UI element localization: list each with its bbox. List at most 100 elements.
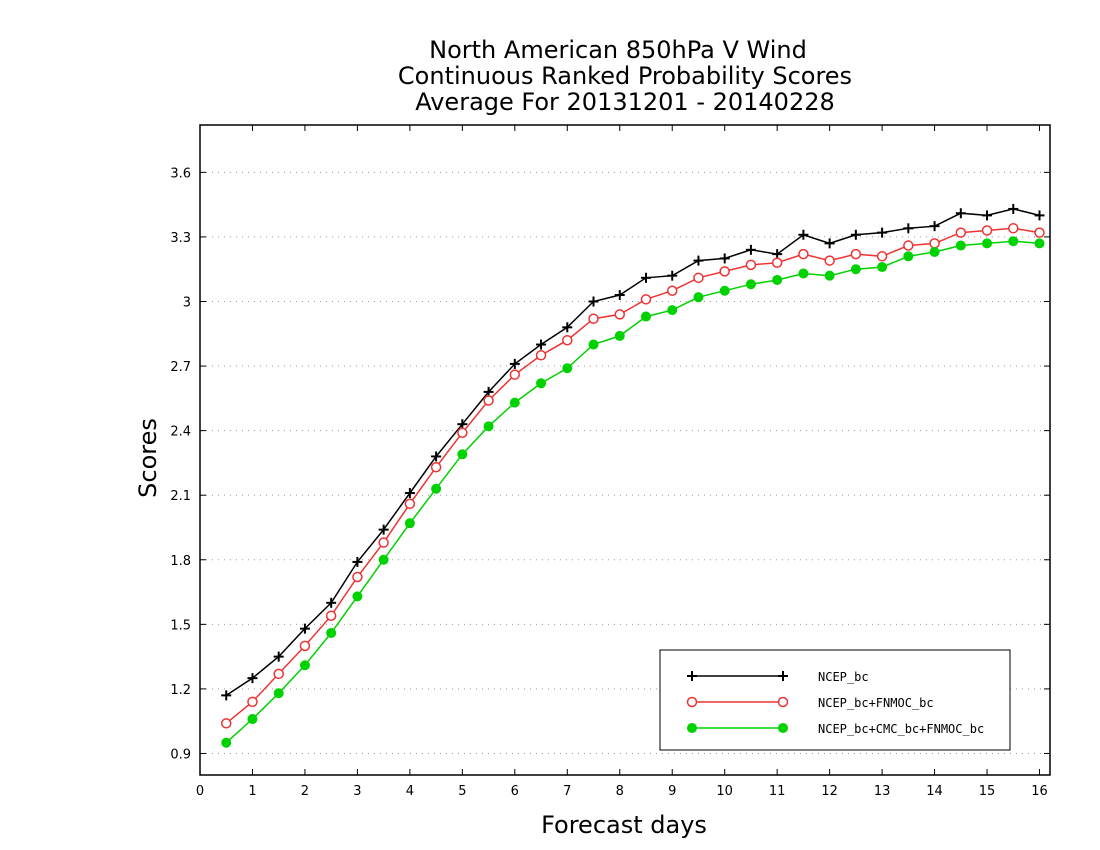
y-tick-label: 2.4: [170, 425, 191, 440]
y-axis: 0.9 1.2 1.5 1.8 2.1 2.4 2.7 3 3.3 3.6: [170, 166, 1050, 762]
x-tick-label: 6: [511, 784, 519, 799]
data-point: [457, 449, 468, 460]
x-tick-label: 14: [926, 784, 943, 799]
data-point: [562, 322, 573, 333]
series-ncep-bc-cmc-bc-fnmoc-bc: [221, 236, 1045, 748]
data-point: [536, 378, 547, 389]
data-point: [1034, 210, 1045, 221]
data-point: [955, 227, 967, 238]
series-ncep-bc-fnmoc-bc: [220, 223, 1045, 729]
data-point: [903, 240, 914, 251]
chart-title-line-1: North American 850hPa V Wind: [429, 36, 807, 64]
data-point: [693, 292, 704, 303]
x-axis: 0 1 2 3 4 5 6 7 8 9 10 11 12 13 14 15 16: [196, 125, 1048, 799]
data-point: [378, 554, 389, 565]
legend-marker: [687, 671, 697, 681]
data-point: [247, 673, 258, 684]
y-tick-label: 3.6: [170, 166, 191, 181]
data-point: [431, 483, 442, 494]
data-point: [378, 524, 389, 535]
data-point: [1034, 238, 1045, 249]
data-point: [535, 350, 547, 361]
data-point: [536, 339, 547, 350]
data-point: [588, 339, 599, 350]
x-tick-label: 10: [716, 784, 733, 799]
data-point: [929, 246, 940, 257]
data-point: [824, 270, 835, 281]
data-point: [483, 395, 494, 406]
legend: NCEP_bc NCEP_bc+FNMOC_bc NCEP_bc+CMC_bc+FN…: [659, 649, 1011, 751]
data-point: [824, 238, 835, 249]
y-tick-label: 1.5: [170, 618, 191, 633]
data-point: [614, 309, 626, 320]
y-tick-label: 3: [183, 295, 191, 310]
data-point: [457, 419, 468, 430]
data-point: [221, 690, 232, 701]
chart-title-line-3: Average For 20131201 - 20140228: [415, 88, 835, 116]
x-tick-label: 16: [1031, 784, 1048, 799]
series-line: [225, 227, 1040, 724]
data-point: [221, 737, 232, 748]
data-point: [509, 358, 520, 369]
x-tick-label: 15: [979, 784, 996, 799]
data-point: [1008, 236, 1019, 247]
data-point: [352, 591, 363, 602]
data-point: [981, 225, 993, 236]
x-tick-label: 0: [196, 784, 204, 799]
data-point: [850, 264, 861, 275]
data-point: [247, 714, 258, 725]
data-point: [876, 251, 888, 262]
data-point: [771, 257, 783, 268]
data-point: [719, 266, 730, 277]
data-point: [772, 249, 783, 260]
chart-title: North American 850hPa V Wind Continuous …: [398, 36, 852, 116]
x-tick-label: 12: [821, 784, 838, 799]
legend-entry: NCEP_bc+CMC_bc+FNMOC_bc: [687, 722, 984, 736]
data-point: [378, 537, 389, 548]
legend-label: NCEP_bc+CMC_bc+FNMOC_bc: [818, 722, 984, 736]
y-tick-label: 3.3: [170, 231, 191, 246]
y-axis-title: Scores: [134, 418, 162, 498]
data-point: [404, 488, 415, 499]
plot-area-frame: [199, 124, 1051, 776]
data-point: [772, 274, 783, 285]
data-point: [798, 248, 809, 260]
data-point: [457, 427, 468, 439]
x-tick-label: 5: [458, 784, 466, 799]
data-point: [1034, 227, 1045, 238]
data-point: [640, 272, 651, 283]
data-point: [955, 208, 966, 219]
data-point: [640, 294, 652, 305]
data-point: [955, 240, 966, 251]
data-point: [588, 313, 599, 324]
data-point: [483, 386, 494, 397]
data-point: [273, 668, 284, 680]
y-tick-label: 1.8: [170, 554, 191, 569]
data-point: [640, 311, 651, 322]
x-tick-label: 3: [353, 784, 361, 799]
data-point: [798, 268, 809, 279]
data-point: [562, 334, 573, 346]
data-point: [1008, 223, 1019, 234]
data-point: [982, 210, 993, 221]
data-point: [588, 296, 599, 307]
data-point: [1008, 203, 1019, 214]
x-tick-label: 7: [563, 784, 571, 799]
data-point: [247, 696, 258, 708]
data-point: [404, 498, 416, 510]
data-point: [850, 248, 862, 260]
data-point: [352, 556, 363, 567]
data-point: [299, 640, 311, 652]
data-point: [430, 461, 442, 473]
data-point: [719, 253, 730, 264]
data-point: [325, 610, 337, 621]
data-point: [614, 290, 625, 301]
data-point: [929, 221, 940, 232]
data-point: [667, 270, 678, 281]
x-tick-label: 13: [874, 784, 891, 799]
data-point: [719, 285, 730, 296]
data-point: [982, 238, 993, 249]
x-tick-label: 4: [406, 784, 414, 799]
data-point: [666, 285, 678, 296]
